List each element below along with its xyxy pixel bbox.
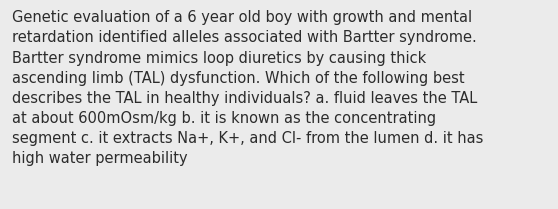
Text: Genetic evaluation of a 6 year old boy with growth and mental
retardation identi: Genetic evaluation of a 6 year old boy w… [12,10,484,166]
